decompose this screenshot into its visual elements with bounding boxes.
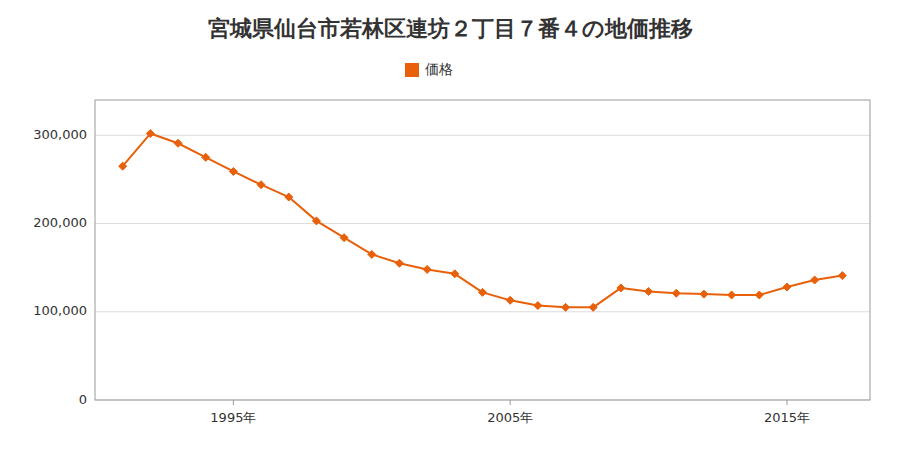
x-tick-label: 1995年: [210, 410, 256, 425]
plot-data: [119, 130, 847, 312]
x-tick: [233, 400, 234, 405]
data-point: [562, 303, 570, 311]
x-tick: [786, 400, 787, 405]
data-point: [838, 272, 846, 280]
data-point: [672, 289, 680, 297]
y-tick-label: 300,000: [33, 127, 87, 142]
data-point: [312, 217, 320, 225]
grid-line: [95, 135, 870, 136]
legend: 価格: [405, 61, 453, 77]
legend-label: 価格: [425, 61, 453, 77]
data-point: [395, 259, 403, 267]
x-tick: [510, 400, 511, 405]
data-point: [811, 276, 819, 284]
data-point: [146, 130, 154, 138]
data-point: [589, 303, 597, 311]
grid-line: [95, 311, 870, 312]
data-point: [451, 270, 459, 278]
data-point: [506, 296, 514, 304]
data-point: [645, 287, 653, 295]
plot-frame: [95, 100, 870, 400]
y-tick-label: 200,000: [33, 215, 87, 230]
data-point: [368, 250, 376, 258]
data-point: [285, 193, 293, 201]
x-tick-label: 2005年: [487, 410, 533, 425]
data-point: [755, 291, 763, 299]
data-point: [783, 283, 791, 291]
data-point: [340, 234, 348, 242]
data-point: [257, 181, 265, 189]
legend-swatch: [405, 63, 419, 77]
y-grid: [95, 135, 870, 400]
data-point: [202, 153, 210, 161]
data-point: [617, 284, 625, 292]
chart-title: 宮城県仙台市若林区連坊２丁目７番４の地価推移: [208, 16, 693, 41]
x-tick-label: 2015年: [764, 410, 810, 425]
data-point: [479, 288, 487, 296]
data-point: [534, 302, 542, 310]
data-point: [700, 290, 708, 298]
chart-svg: 宮城県仙台市若林区連坊２丁目７番４の地価推移 0 100,000 200,000 300…: [0, 0, 900, 450]
chart-container: 宮城県仙台市若林区連坊２丁目７番４の地価推移 0 100,000 200,000 300…: [0, 0, 900, 450]
y-tick-label: 0: [79, 392, 87, 407]
y-tick-label: 100,000: [33, 303, 87, 318]
data-point: [423, 265, 431, 273]
data-point: [728, 291, 736, 299]
data-point: [174, 139, 182, 147]
series-line: [123, 134, 843, 308]
data-point: [119, 162, 127, 170]
grid-line: [95, 223, 870, 224]
data-point: [229, 167, 237, 175]
